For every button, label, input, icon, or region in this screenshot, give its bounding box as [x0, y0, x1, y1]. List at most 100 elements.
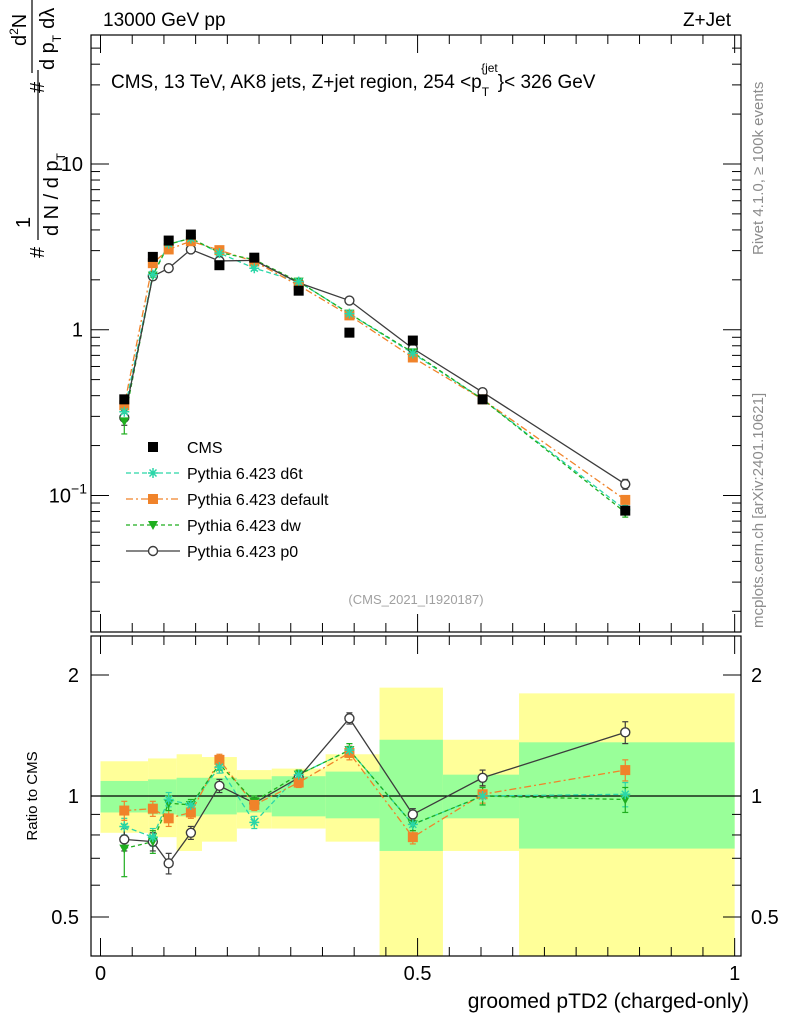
legend-marker-cms	[148, 442, 158, 452]
cms-point	[477, 394, 488, 405]
default-ratio-point	[249, 799, 260, 810]
title-sup: {jet	[481, 61, 498, 75]
legend-marker-d6t	[148, 468, 158, 478]
cms-point	[344, 327, 355, 338]
cms-point	[147, 251, 158, 262]
d6t-ratio-point	[477, 791, 488, 801]
watermark: (CMS_2021_I1920187)	[348, 592, 483, 607]
cms-point	[249, 252, 260, 263]
d6t-ratio-point	[147, 832, 158, 843]
dw-point	[119, 417, 130, 427]
d6t-ratio-point	[214, 762, 225, 773]
ylabel-dpt: d p	[37, 42, 59, 70]
svg-text:d N / d pT: d N / d pT	[41, 152, 68, 236]
d6t-ratio-point	[185, 799, 196, 810]
ylabel-sub2: T	[50, 34, 64, 42]
cms-point	[185, 229, 196, 240]
p0-ratio-point	[214, 780, 225, 792]
default-ratio-point	[214, 754, 225, 765]
cms-point	[214, 260, 225, 271]
title-suffix: }< 326 GeV	[498, 72, 596, 93]
default-ratio-point	[163, 813, 174, 824]
p0-ratio-point	[185, 827, 197, 838]
legend-label-default: Pythia 6.423 default	[187, 492, 329, 509]
svg-text:#: #	[27, 81, 49, 93]
p0-point	[620, 478, 631, 490]
y-tick-label: 1	[72, 320, 83, 342]
d6t-point	[293, 276, 304, 287]
ratio-y-tick-label-right: 2	[751, 665, 762, 687]
default-ratio-point	[620, 765, 631, 776]
default-ratio-point	[407, 832, 418, 843]
p0-ratio-point	[620, 727, 631, 738]
default-point	[147, 258, 158, 269]
d6t-point	[249, 263, 260, 274]
ratio-panel: 0.5 0.5 1 1 2 2 0 0.5 1	[51, 635, 779, 985]
main-frame	[90, 34, 742, 633]
d6t-point	[119, 406, 130, 417]
default-ratio-point	[119, 805, 130, 816]
ylabel-hash: #	[27, 246, 49, 258]
default-ratio-point	[147, 803, 158, 814]
ratio-y-tick-label-right: 0.5	[751, 907, 779, 929]
p0-ratio-point	[119, 834, 130, 845]
d6t-point	[407, 348, 418, 359]
x-axis-label: groomed pTD2 (charged-only)	[468, 990, 749, 1013]
y-tick-exp: −1	[71, 480, 87, 496]
x-tick-label: 1	[729, 963, 740, 985]
cms-point	[163, 235, 174, 246]
energy-label: 13000 GeV pp	[103, 10, 226, 31]
d6t-point	[214, 248, 225, 259]
d6t-ratio-point	[163, 794, 174, 805]
legend-label-cms: CMS	[187, 440, 223, 457]
default-ratio-point	[293, 777, 304, 788]
p0-point	[163, 263, 174, 274]
svg-text:d pTdλ: d pTdλ	[37, 8, 64, 70]
legend-label-d6t: Pythia 6.423 d6t	[187, 466, 303, 483]
ylabel-one: 1	[13, 217, 35, 228]
y-tick-label: 10−1	[49, 480, 87, 507]
mcplots-label: mcplots.cern.ch [arXiv:2401.10621]	[750, 393, 767, 628]
plot-title: CMS, 13 TeV, AK8 jets, Z+jet region, 254…	[111, 61, 596, 99]
d6t-ratio-point	[344, 745, 355, 756]
ylabel-hash2: #	[27, 81, 49, 93]
x-tick-label: 0.5	[404, 963, 432, 985]
ylabel-two: 2	[7, 28, 21, 35]
legend-marker-default	[148, 494, 158, 504]
legend-marker-p0	[147, 545, 159, 557]
main-panel: 10−1 1 10 CMS, 13 TeV, AK8 jets, Z+jet reg…	[49, 34, 742, 633]
d6t-ratio-line	[124, 749, 626, 838]
d6t-point	[147, 269, 158, 280]
cms-point	[293, 285, 304, 296]
y-axis-label: # 1 d N / d pT # d2N d pTdλ	[7, 0, 68, 258]
legend-label-dw: Pythia 6.423 dw	[187, 518, 301, 535]
y-tick-label: 10	[61, 154, 83, 176]
cms-point	[119, 394, 130, 405]
d6t-ratio-point	[119, 821, 130, 832]
default-point	[119, 400, 130, 411]
ylabel-dn: d N / d p	[41, 160, 63, 236]
uncertainty-band-inner	[325, 771, 380, 819]
d6t-ratio-point	[293, 769, 304, 780]
default-point	[620, 494, 631, 505]
ratio-y-tick-label: 1	[68, 786, 79, 808]
rivet-label: Rivet 4.1.0, ≥ 100k events	[750, 82, 767, 255]
ylabel-dl: dλ	[37, 8, 59, 29]
svg-text:1: 1	[13, 217, 35, 228]
p0-point	[344, 295, 355, 306]
legend-label-p0: Pythia 6.423 p0	[187, 544, 298, 561]
legend-marker-dw	[148, 521, 158, 530]
p0-point	[185, 244, 197, 255]
title-prefix: CMS, 13 TeV, AK8 jets, Z+jet region, 254…	[111, 72, 482, 93]
d6t-point	[344, 308, 355, 319]
dw-ratio-line	[124, 749, 626, 850]
cms-point	[620, 505, 631, 516]
svg-text:d2N: d2N	[7, 14, 31, 46]
x-tick-label: 0	[95, 963, 106, 985]
ylabel-n: N	[9, 14, 31, 28]
ylabel-d2: d	[9, 35, 31, 46]
d6t-ratio-point	[249, 817, 260, 828]
default-ratio-point	[185, 807, 196, 818]
process-label: Z+Jet	[683, 10, 732, 31]
dw-ratio-point	[119, 844, 130, 854]
